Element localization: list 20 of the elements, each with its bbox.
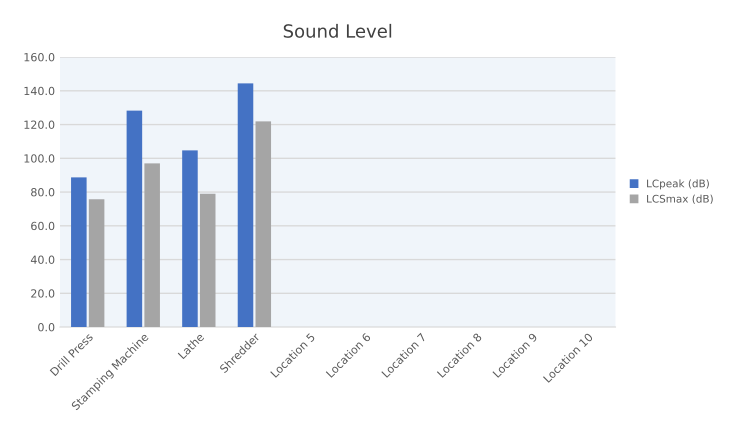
- legend-label: LCSmax (dB): [647, 194, 713, 204]
- y-tick-label: 0.0: [38, 323, 54, 332]
- y-tick-label: 80.0: [31, 188, 54, 196]
- bar: [88, 199, 104, 328]
- bar: [200, 194, 216, 328]
- bar: [256, 121, 272, 328]
- y-tick-label: 40.0: [30, 256, 54, 264]
- y-tick-label: 120.0: [24, 120, 54, 129]
- y-tick-label: 60.0: [31, 222, 54, 230]
- y-tick-label: 160.0: [24, 53, 54, 62]
- y-tick-label: 20.0: [31, 289, 54, 298]
- legend-label: LCpeak (dB): [647, 179, 709, 190]
- bar: [71, 177, 87, 328]
- bar: [182, 150, 198, 328]
- bar: [238, 83, 254, 328]
- bar: [126, 110, 142, 328]
- y-tick-label: 140.0: [24, 86, 54, 96]
- bar: [144, 163, 160, 328]
- chart-title: Sound Level: [284, 24, 392, 38]
- y-tick-label: 100.0: [24, 154, 54, 163]
